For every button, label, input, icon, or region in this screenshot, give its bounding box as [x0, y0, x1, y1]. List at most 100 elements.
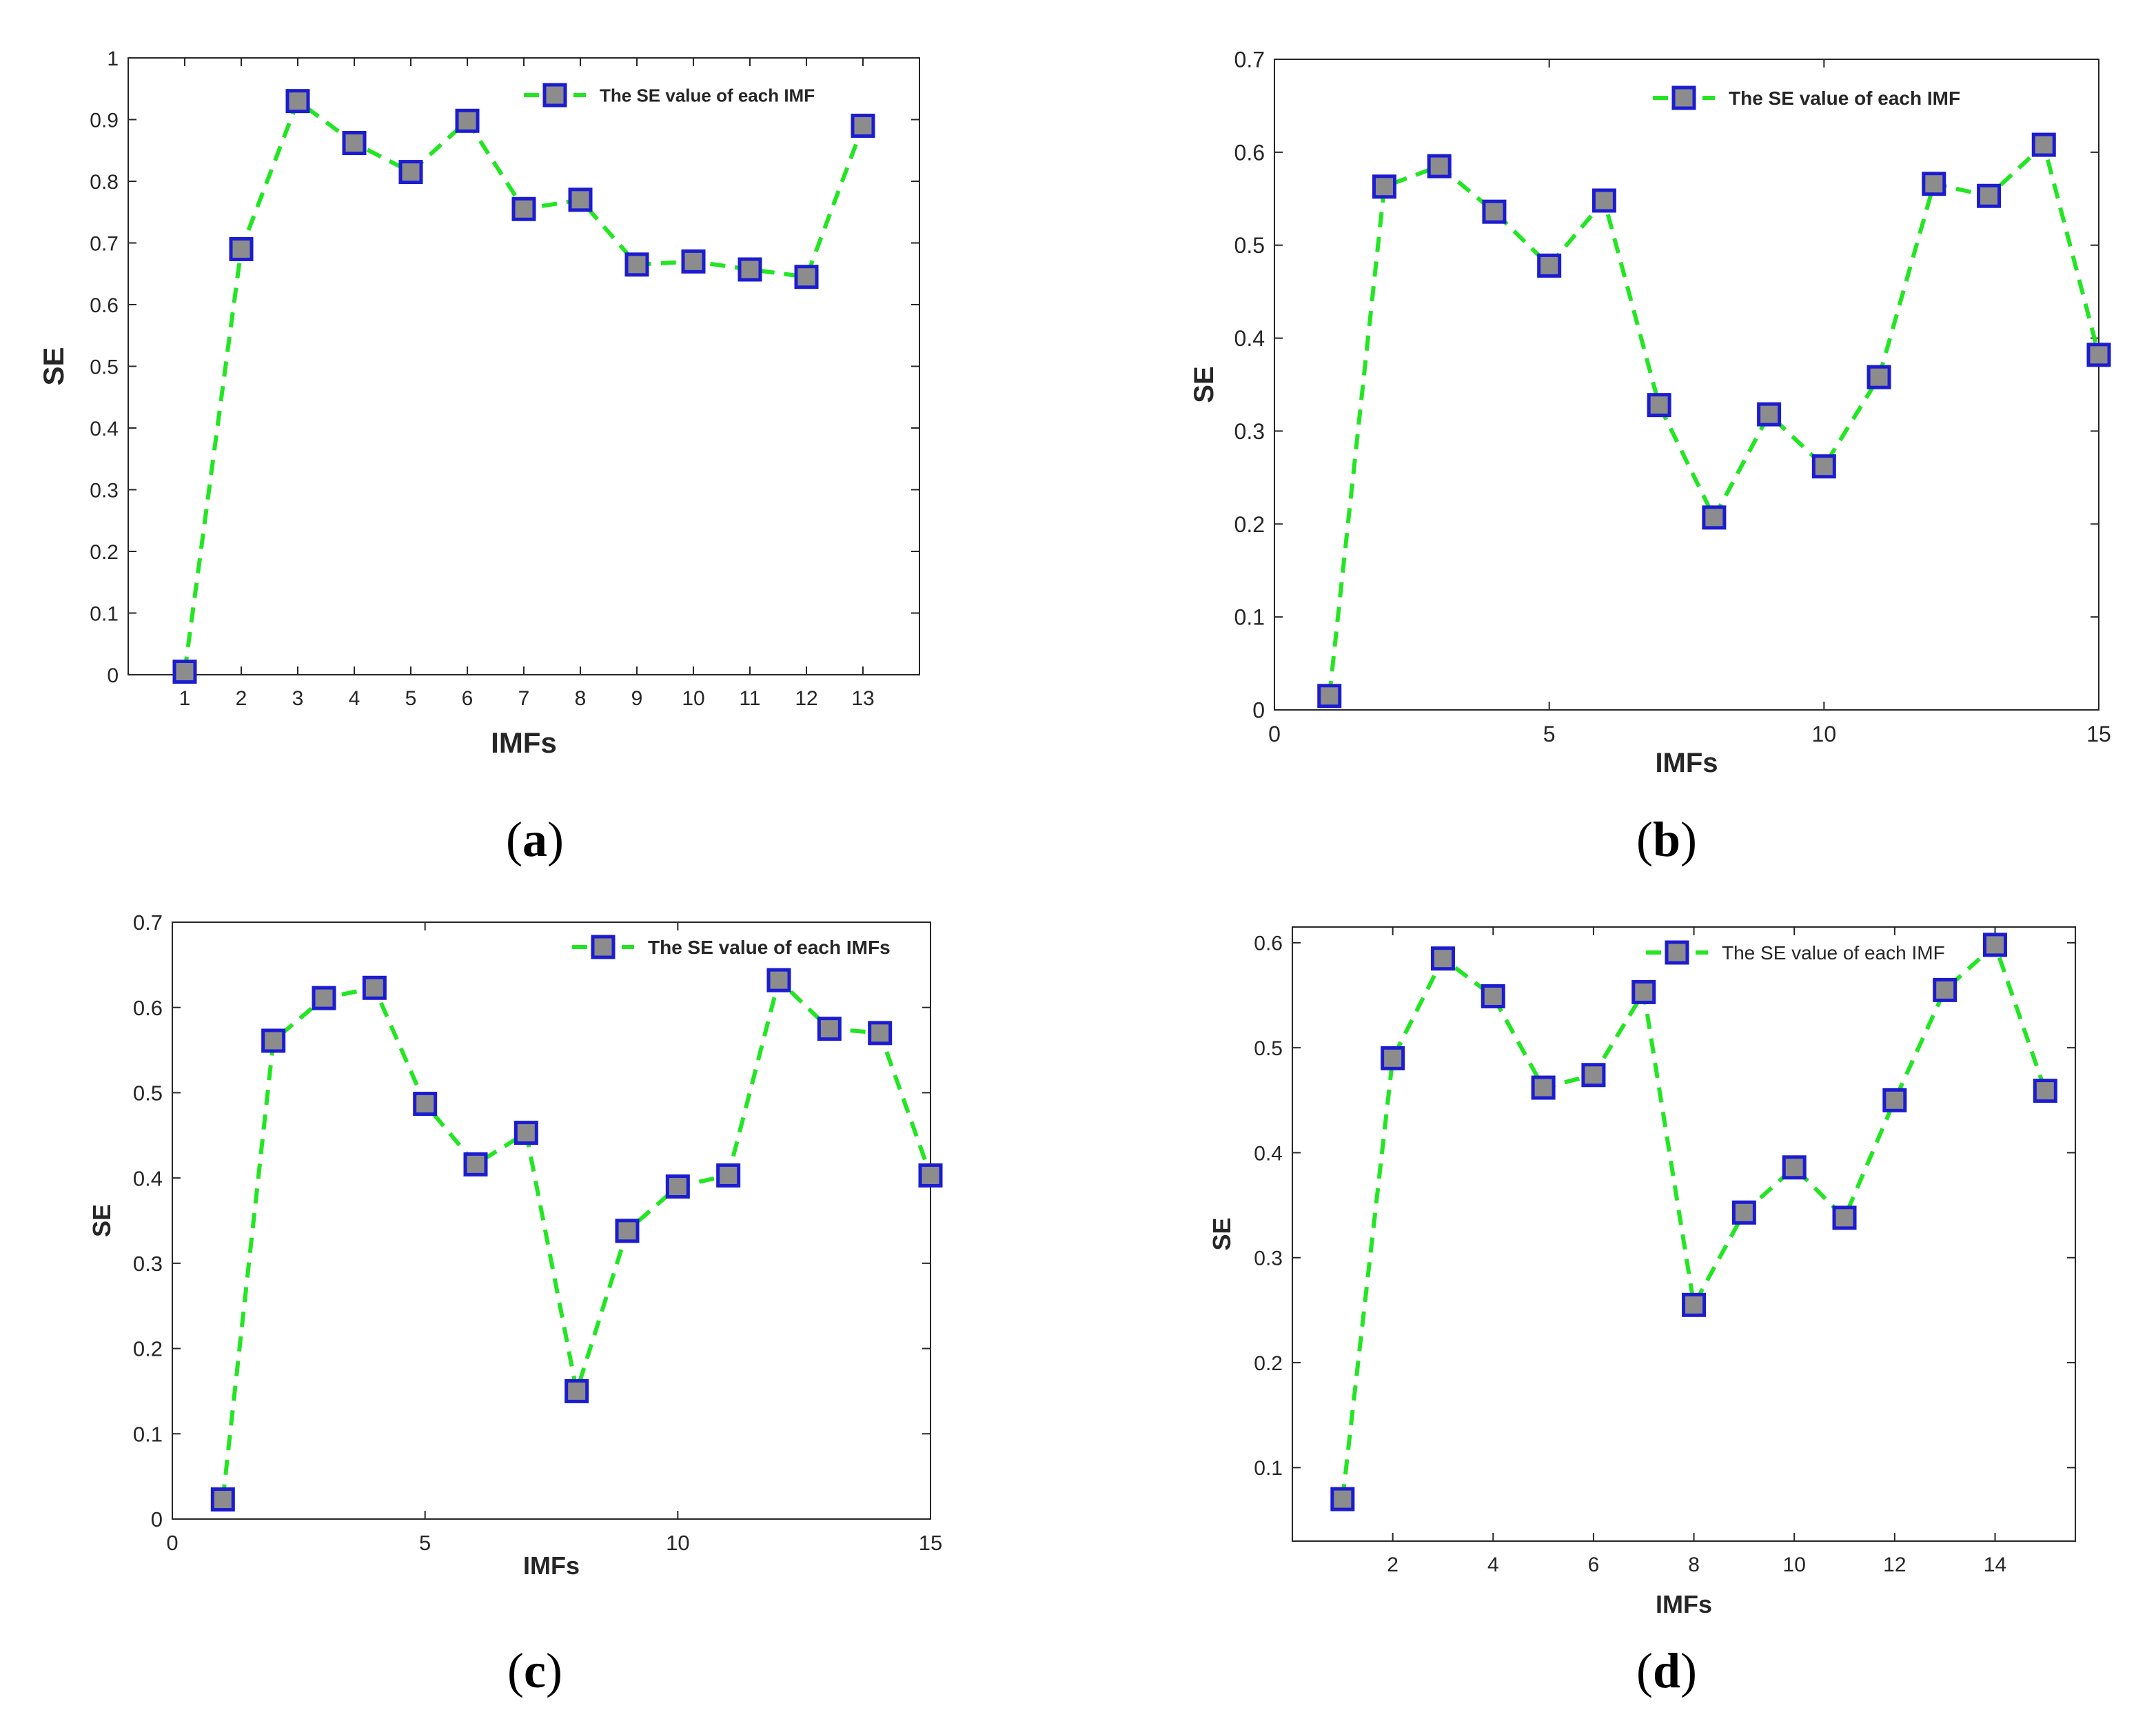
- legend: The SE value of each IMFs: [572, 935, 891, 959]
- x-tick-label: 15: [2086, 722, 2111, 746]
- x-tick-label: 3: [292, 687, 304, 710]
- y-tick-label: 0.1: [90, 602, 119, 625]
- legend-label: The SE value of each IMF: [600, 85, 815, 105]
- y-axis-title: SE: [37, 347, 70, 385]
- x-tick-label: 5: [1543, 722, 1556, 746]
- data-point-marker: [210, 1487, 235, 1512]
- panel-caption: (d): [1636, 1643, 1697, 1698]
- panel-caption: (b): [1636, 812, 1697, 867]
- data-point-marker: [766, 968, 791, 992]
- x-tick-label: 0: [166, 1531, 178, 1555]
- y-tick-label: 0.6: [133, 996, 163, 1020]
- y-tick-label: 0.2: [1254, 1352, 1283, 1375]
- y-tick-label: 0: [151, 1507, 163, 1531]
- data-point-marker: [1922, 172, 1946, 196]
- legend-label: The SE value of each IMF: [1729, 88, 1960, 109]
- data-point-marker: [1757, 402, 1782, 427]
- y-tick-label: 0.4: [1254, 1142, 1283, 1165]
- y-tick-label: 0.5: [90, 356, 119, 378]
- x-tick-label: 7: [518, 687, 530, 710]
- y-tick-label: 0.8: [90, 171, 119, 194]
- x-axis-title: IMFs: [1655, 748, 1718, 778]
- data-point-marker: [1702, 505, 1727, 530]
- data-point-marker: [1581, 1063, 1606, 1088]
- data-point-marker: [918, 1163, 943, 1188]
- data-point-marker: [615, 1219, 640, 1243]
- y-tick-label: 0.4: [90, 418, 119, 440]
- y-tick-label: 0.2: [133, 1337, 163, 1361]
- data-point-marker: [362, 975, 387, 1000]
- data-point-marker: [463, 1152, 488, 1177]
- x-tick-label: 5: [419, 1531, 431, 1555]
- y-tick-label: 0.7: [133, 910, 163, 935]
- data-point-marker: [624, 252, 649, 277]
- x-tick-label: 12: [795, 687, 817, 710]
- y-tick-label: 0.4: [1234, 326, 1265, 351]
- data-point-marker: [1982, 933, 2007, 957]
- legend-marker-swatch: [591, 935, 616, 959]
- y-tick-label: 0.3: [1254, 1248, 1283, 1270]
- data-point-marker: [342, 131, 367, 156]
- legend: The SE value of each IMF: [1646, 940, 1945, 965]
- data-point-marker: [1372, 174, 1396, 199]
- x-axis-title: IMFs: [523, 1551, 580, 1580]
- data-point-marker: [2086, 343, 2111, 367]
- series-line: [1340, 942, 2048, 1500]
- data-point-marker: [1591, 188, 1616, 213]
- legend-marker-swatch: [1671, 85, 1696, 110]
- y-tick-label: 0.4: [133, 1166, 163, 1190]
- data-point-marker: [1811, 454, 1836, 479]
- y-axis-title: SE: [1189, 366, 1219, 403]
- x-tick-label: 15: [919, 1531, 942, 1555]
- y-axis-title: SE: [1208, 1217, 1236, 1250]
- y-tick-label: 0.6: [90, 294, 119, 317]
- y-tick-label: 0.3: [133, 1252, 163, 1276]
- y-tick-label: 0.9: [90, 109, 119, 132]
- data-point-marker: [1832, 1205, 1857, 1230]
- x-tick-label: 10: [1812, 722, 1837, 746]
- y-tick-label: 0.7: [1234, 48, 1265, 72]
- data-point-marker: [1731, 1200, 1756, 1225]
- y-tick-label: 0.7: [90, 232, 119, 255]
- y-tick-label: 0.2: [90, 541, 119, 564]
- legend-marker-swatch: [1665, 940, 1689, 965]
- panel-caption: (c): [507, 1643, 562, 1698]
- data-point-marker: [1882, 1088, 1907, 1112]
- panel-caption: (a): [506, 812, 564, 867]
- data-point-marker: [455, 108, 480, 133]
- chart-panel-a: 1 2 3 4 5 6 7 8 9 10 11 12 1300.10.20.30.40.50.60.70…: [37, 48, 920, 867]
- data-point-marker: [511, 196, 536, 221]
- y-tick-label: 0.2: [1234, 512, 1265, 537]
- legend: The SE value of each IMF: [524, 83, 815, 108]
- data-point-marker: [1682, 1292, 1707, 1317]
- y-tick-label: 0: [1252, 698, 1265, 723]
- data-point-marker: [1427, 154, 1452, 179]
- x-tick-label: 13: [851, 687, 874, 710]
- x-tick-label: 2: [1387, 1554, 1399, 1576]
- data-point-marker: [1317, 684, 1342, 709]
- data-point-marker: [665, 1174, 690, 1199]
- data-point-marker: [817, 1017, 842, 1041]
- series-line: [221, 978, 933, 1500]
- data-point-marker: [2031, 132, 2056, 157]
- y-tick-label: 0.5: [133, 1081, 163, 1106]
- x-tick-label: 11: [739, 687, 760, 710]
- data-point-marker: [868, 1021, 893, 1046]
- x-tick-label: 6: [462, 687, 474, 710]
- data-point-marker: [261, 1028, 286, 1053]
- data-point-marker: [716, 1163, 741, 1188]
- x-tick-label: 12: [1883, 1554, 1906, 1576]
- data-point-marker: [2033, 1079, 2057, 1103]
- data-point-marker: [398, 160, 423, 185]
- data-point-marker: [285, 89, 310, 114]
- data-point-marker: [1647, 393, 1671, 418]
- data-point-marker: [1430, 946, 1455, 971]
- y-tick-label: 0.3: [90, 479, 119, 502]
- data-point-marker: [413, 1092, 438, 1117]
- x-tick-label: 10: [1783, 1554, 1806, 1576]
- y-tick-label: 0.3: [1234, 419, 1265, 444]
- data-point-marker: [738, 257, 762, 282]
- chart-panel-c: 0 5 10 15 0 0.1 0.2 0.3 0.4 0.5 0.6 0.7 IMFs SE The SE…: [88, 910, 943, 1698]
